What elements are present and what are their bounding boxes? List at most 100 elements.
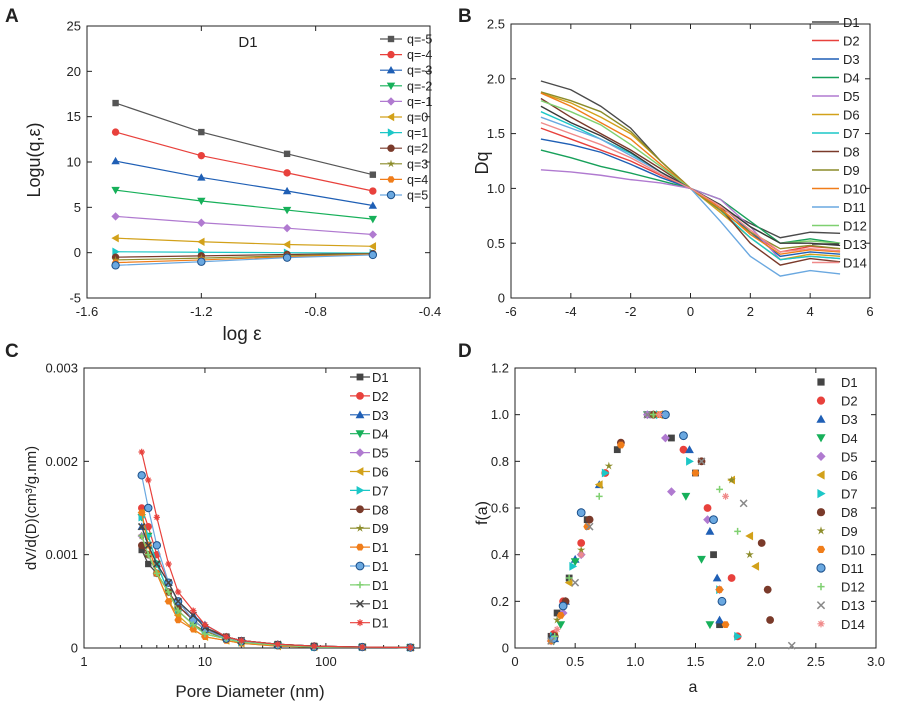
data-point-D13 — [153, 560, 161, 568]
data-point-D13 — [571, 578, 580, 587]
legend-marker-D5 — [816, 451, 826, 461]
data-point-q=5 — [368, 250, 378, 260]
y-tick-label: 15 — [67, 109, 81, 124]
legend-marker-q=3 — [387, 159, 395, 168]
data-point-D11 — [717, 596, 727, 606]
legend-label-q=-5: q=-5 — [407, 33, 432, 47]
data-point-D2 — [144, 522, 152, 531]
panel-d-plot: 0 0.5 1.0 1.5 2.0 2.5 3.0 0 0.2 0.4 0.6 0.8 1.0 1.2 D1… — [491, 361, 885, 669]
data-point-D6 — [745, 531, 754, 541]
legend-marker-D10 — [356, 543, 364, 551]
series-line-D13 — [540, 105, 841, 247]
data-point-D14 — [553, 625, 561, 633]
data-point-D13 — [137, 522, 146, 531]
data-point-D12 — [201, 630, 209, 638]
y-tick-label: 0.5 — [487, 236, 505, 251]
series-line-D6 — [141, 512, 411, 649]
data-point-D14 — [577, 551, 585, 559]
data-point-q=-5 — [112, 99, 119, 107]
data-point-q=0 — [368, 242, 377, 251]
legend-marker-q=5 — [386, 190, 396, 200]
data-point-D10 — [138, 509, 146, 516]
data-point-q=5 — [282, 253, 292, 262]
legend-label-D1: D1 — [841, 375, 858, 390]
legend-label-D14: D1 — [372, 616, 389, 631]
data-point-D4 — [705, 621, 715, 630]
data-point-D8 — [763, 585, 772, 594]
legend-label-D6: D6 — [841, 468, 858, 483]
x-tick-label: 0 — [687, 304, 694, 319]
y-tick-label: 0.003 — [45, 361, 78, 376]
legend-label-q=-4: q=-4 — [407, 48, 432, 62]
legend-marker-q=2 — [387, 144, 395, 152]
data-point-D11 — [576, 508, 586, 518]
legend-marker-q=-2 — [386, 82, 396, 90]
plot-frame — [83, 367, 421, 649]
legend-label-D10: D10 — [841, 542, 865, 557]
data-point-D3 — [685, 445, 694, 454]
legend-label-D9: D9 — [841, 524, 858, 539]
legend-label-D10: D1 — [372, 540, 389, 555]
legend-marker-D10 — [816, 545, 826, 553]
data-point-D1 — [553, 609, 561, 617]
data-point-D14 — [274, 641, 281, 648]
data-point-D2 — [679, 445, 688, 454]
legend-marker-D9 — [816, 526, 826, 535]
data-point-D14 — [310, 642, 318, 650]
series-line-D1 — [141, 549, 411, 649]
series-line-D9 — [540, 91, 841, 250]
panel-d-ylabel: f(a) — [474, 501, 491, 525]
data-point-D9 — [745, 550, 754, 559]
data-point-D9 — [576, 545, 586, 554]
data-point-D14 — [359, 643, 366, 651]
data-point-D14 — [138, 448, 145, 456]
data-point-D1 — [613, 446, 621, 454]
series-line-q=0 — [115, 237, 373, 247]
y-tick-label: 1.0 — [487, 181, 505, 196]
y-tick-label: 0 — [74, 245, 81, 260]
legend-label-D9: D9 — [372, 521, 389, 536]
data-point-q=-1 — [197, 218, 206, 227]
legend-label-D2: D2 — [843, 34, 860, 49]
data-point-q=-1 — [111, 212, 120, 221]
data-point-D9 — [727, 475, 736, 484]
series-line-D10 — [141, 512, 411, 649]
data-point-D2 — [703, 504, 712, 512]
legend-marker-D12 — [356, 581, 364, 589]
legend-marker-D8 — [816, 508, 826, 517]
legend-label-D3: D3 — [372, 408, 389, 423]
data-point-D14 — [201, 621, 209, 628]
data-point-D4 — [681, 492, 691, 501]
data-point-q=-1 — [368, 230, 378, 239]
y-tick-label: 1.0 — [491, 407, 509, 422]
panel-c-xlabel: Pore Diameter (nm) — [175, 682, 324, 701]
data-point-D12 — [153, 570, 161, 577]
data-point-D10 — [189, 626, 197, 633]
legend-label-D3: D3 — [841, 412, 858, 427]
legend-label-D11: D11 — [841, 561, 864, 576]
data-point-D12 — [734, 527, 742, 535]
panel-a-plot: -1.6 -1.2 -0.8 -0.4 -5 0 5 10 15 20 25 q=-5q=-4 q=-3… — [67, 19, 442, 319]
data-point-D13 — [547, 637, 556, 645]
legend-marker-D3 — [816, 414, 826, 423]
series-line-D4 — [540, 149, 841, 244]
y-tick-label: 25 — [67, 19, 81, 34]
series-line-D3 — [141, 526, 411, 649]
legend-marker-q=0 — [386, 112, 395, 122]
series-line-D12 — [141, 535, 411, 649]
data-point-D4 — [570, 558, 580, 567]
legend-label-D14: D14 — [843, 256, 867, 271]
legend-label-D8: D8 — [841, 505, 858, 520]
x-tick-label: 0 — [511, 654, 518, 669]
legend-marker-D2 — [816, 396, 826, 405]
series-line-D3 — [540, 138, 841, 258]
data-point-D7 — [686, 456, 694, 466]
x-tick-label: -1.6 — [76, 304, 98, 319]
x-tick-label: -2 — [625, 304, 637, 319]
data-point-D12 — [165, 588, 172, 596]
legend-label-q=-1: q=-1 — [407, 95, 432, 109]
data-point-D5 — [703, 515, 712, 525]
x-tick-label: -0.8 — [304, 304, 326, 319]
data-point-q=-4 — [111, 128, 120, 136]
legend-marker-D4 — [816, 434, 826, 443]
